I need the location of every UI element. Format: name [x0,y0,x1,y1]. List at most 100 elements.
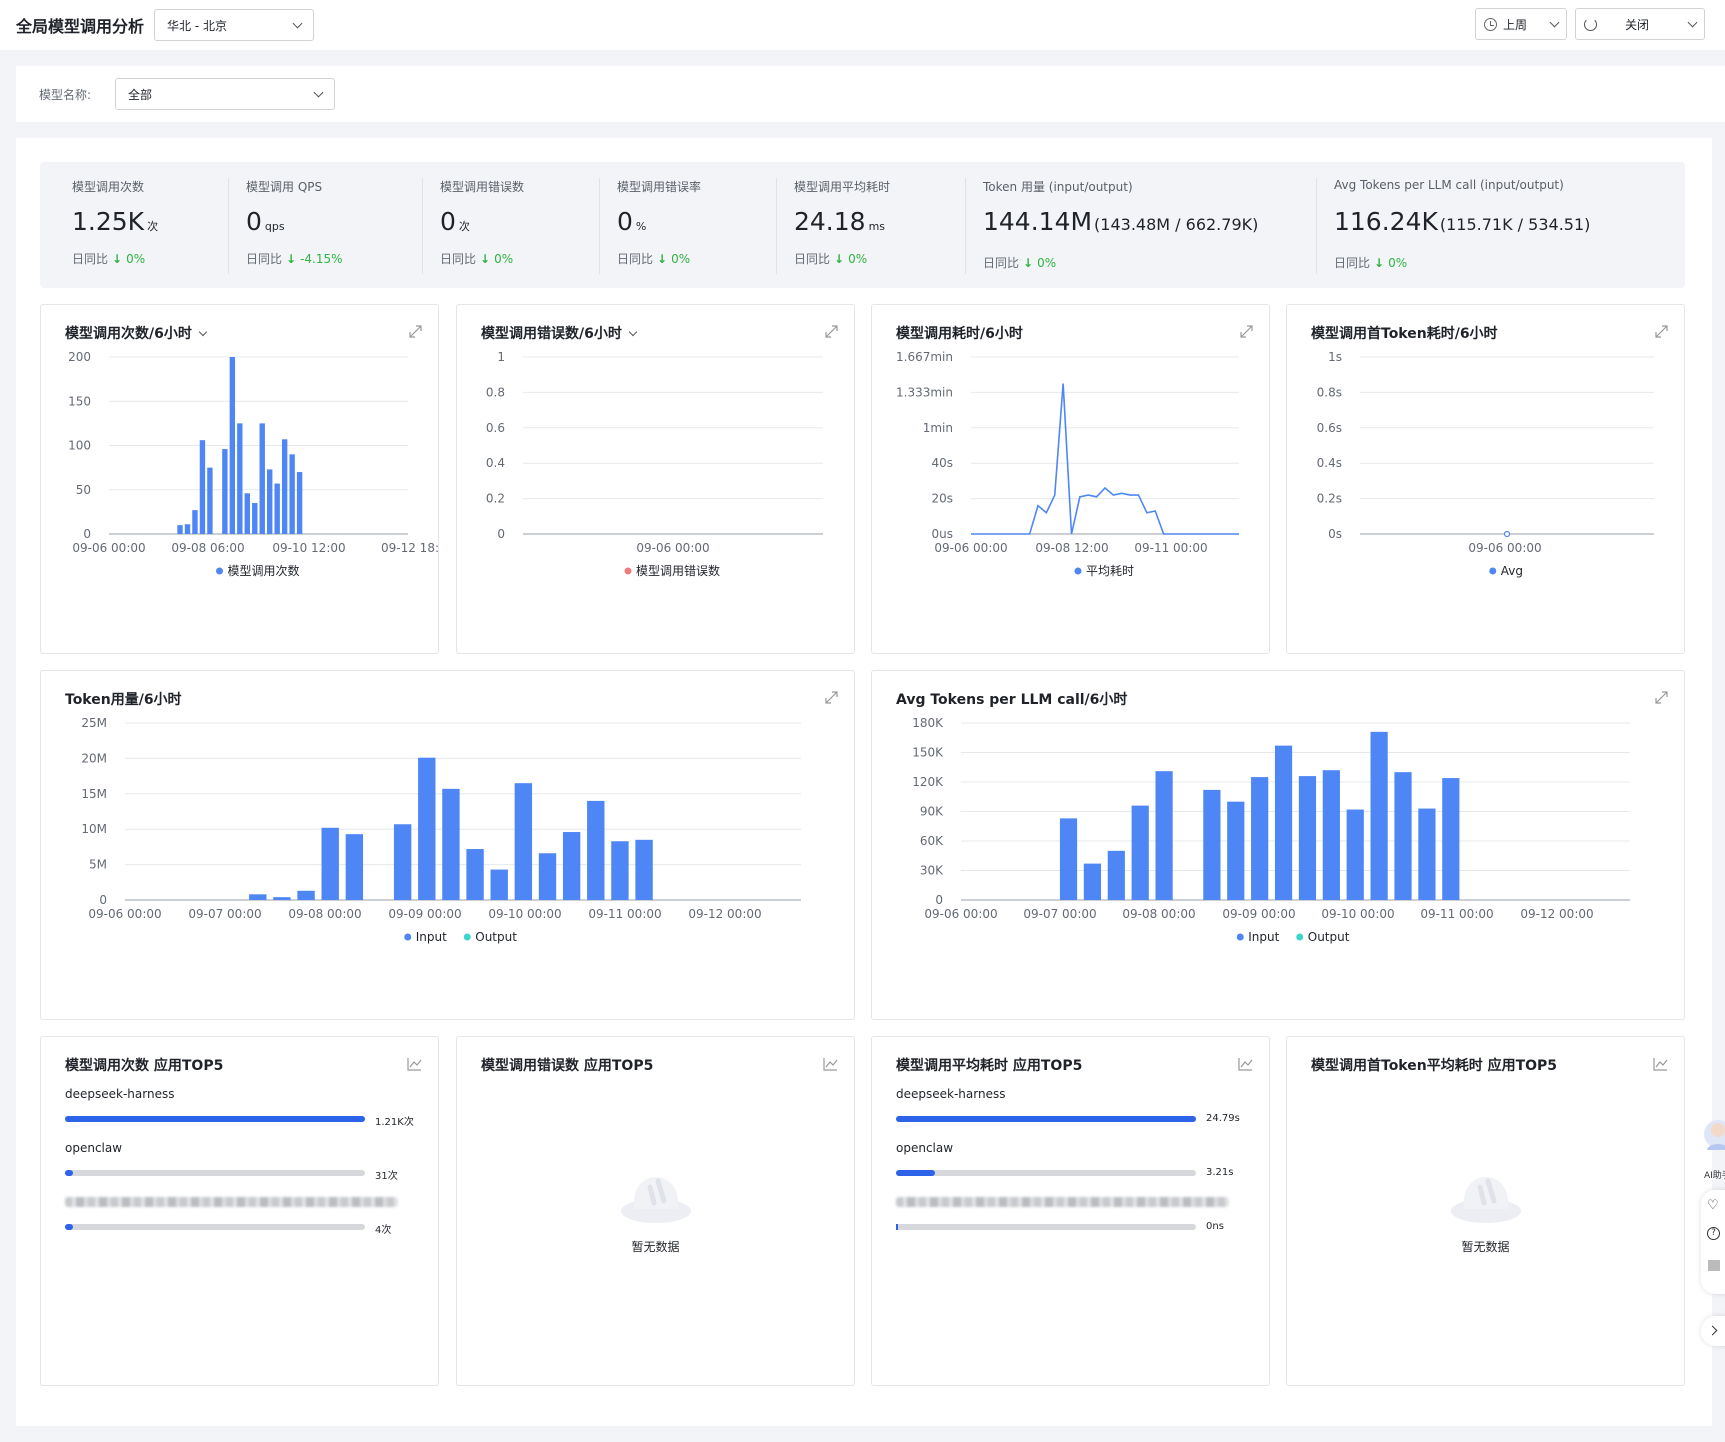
tool-panel: ♡ ? [1701,1190,1725,1294]
line-chart-icon[interactable] [1238,1057,1253,1071]
bar [538,853,557,900]
stat-value: 116.24K (115.71K / 534.51) [1334,207,1591,236]
clock-icon [1484,17,1497,31]
model-name-select[interactable]: 全部 [115,78,335,110]
top5-item-name: openclaw [896,1141,954,1155]
model-name-value: 全部 [128,87,153,102]
top5-progress-bar [65,1170,365,1176]
legend-label: 模型调用次数 [228,563,300,578]
x-tick-label: 09-08 12:00 [1035,541,1108,555]
bar [184,524,191,534]
y-tick-label: 0.8 [486,385,505,399]
redacted-app-name [896,1197,1229,1207]
bar [418,757,436,900]
arrow-down-icon: ↓ [112,252,123,266]
y-tick-label: 0 [99,893,107,907]
x-tick-label: 09-06 00:00 [1468,541,1541,555]
legend-marker [1236,933,1244,941]
top5-errors-title: 模型调用错误数 应用TOP5 [481,1058,654,1074]
y-tick-label: 1.667min [896,350,953,364]
legend-marker [1074,567,1082,575]
y-tick-label: 0us [932,527,954,541]
divider [228,178,229,274]
legend-label: 模型调用错误数 [636,563,720,578]
legend-marker [1296,933,1304,941]
ai-assistant-avatar-icon[interactable] [1696,1110,1725,1164]
bar [1083,863,1102,900]
bar [207,467,213,534]
bar [222,449,228,534]
line-chart-icon[interactable] [1653,1057,1668,1071]
expand-icon[interactable] [1655,325,1668,338]
x-tick-label: 09-09 00:00 [1222,907,1295,921]
x-tick-label: 09-08 00:00 [288,907,361,921]
help-icon[interactable]: ? [1707,1227,1720,1240]
legend-label: 平均耗时 [1086,564,1134,578]
top5-progress-bar [896,1224,1196,1230]
region-select[interactable]: 华北 - 北京 [154,9,314,41]
ai-assistant-label[interactable]: AI助手 [1704,1171,1725,1181]
arrow-down-icon: ↓ [657,252,668,266]
expand-icon[interactable] [1655,691,1668,704]
x-tick-label: 09-07 00:00 [188,907,261,921]
bar [1322,770,1340,900]
y-tick-label: 200 [68,350,91,364]
heart-icon[interactable]: ♡ [1707,1198,1719,1213]
bar [1107,850,1125,900]
bar [297,890,315,900]
tokens-chart-card: Token用量/6小时 0 5M 10M 15M 20M 25M 09-06 00:00 09… [40,670,855,1020]
y-tick-label: 0.6 [486,421,505,435]
latency-chart: 0us 20s 40s 1min 1.333min 1.667min 09-06 00:00… [896,350,1239,578]
top5-progress-fill [896,1170,935,1176]
y-tick-label: 1.333min [896,385,953,399]
time-range-select[interactable]: 上周 [1475,8,1567,40]
image-icon[interactable] [1708,1260,1720,1271]
stat-compare: 日同比 ↓ 0% [1334,256,1408,270]
expand-icon[interactable] [409,325,422,338]
top5-latency-title: 模型调用平均耗时 应用TOP5 [896,1058,1083,1074]
legend-label: Input [1248,930,1279,944]
expand-icon[interactable] [825,691,838,704]
bar [244,493,250,534]
line-chart-icon[interactable] [407,1057,422,1071]
x-tick-label: 09-12 00:00 [1520,907,1593,921]
page-title: 全局模型调用分析 [16,17,145,36]
stat-value: 24.18 ms [794,207,886,236]
empty-box-icon [1450,1177,1521,1223]
stat-label: 模型调用错误率 [617,180,702,194]
top5-progress-bar [896,1116,1196,1122]
x-tick-label: 09-07 00:00 [1023,907,1096,921]
bar [229,357,236,534]
collapse-button[interactable] [1701,1316,1725,1346]
x-tick-label: 09-10 00:00 [488,907,561,921]
legend-marker [624,567,632,575]
x-tick-label: 09-06 00:00 [934,541,1007,555]
y-tick-label: 25M [81,716,107,730]
arrow-down-icon: ↓ [480,252,491,266]
ttft-chart: 0s 0.2s 0.4s 0.6s 0.8s 1s 09-06 00:00 Avg [1317,350,1654,578]
stat-label: Token 用量 (input/output) [983,180,1133,194]
y-tick-label: 90K [920,805,944,819]
stat-value: 1.25K 次 [72,207,159,236]
line-chart-icon[interactable] [823,1057,838,1071]
x-tick-label: 09-11 00:00 [1420,907,1493,921]
bar [321,827,339,900]
chevron-right-icon [1707,1325,1718,1336]
bar [259,423,265,534]
calls-chart-title[interactable]: 模型调用次数/6小时 [65,323,208,343]
expand-icon[interactable] [1240,325,1253,338]
arrow-down-icon: ↓ [1023,256,1034,270]
bar [289,454,295,534]
expand-icon[interactable] [825,325,838,338]
bar [1059,818,1078,900]
y-tick-label: 50 [76,483,91,497]
bar [611,841,629,900]
stat-value: 144.14M (143.48M / 662.79K) [983,207,1259,236]
x-tick-label: 09-11 00:00 [1134,541,1207,555]
y-tick-label: 180K [912,716,944,730]
errors-chart-title[interactable]: 模型调用错误数/6小时 [481,323,638,343]
top5-calls-title: 模型调用次数 应用TOP5 [65,1058,224,1074]
bar [635,839,653,900]
bar [1442,778,1460,900]
auto-refresh-select[interactable]: 关闭 [1575,8,1705,40]
